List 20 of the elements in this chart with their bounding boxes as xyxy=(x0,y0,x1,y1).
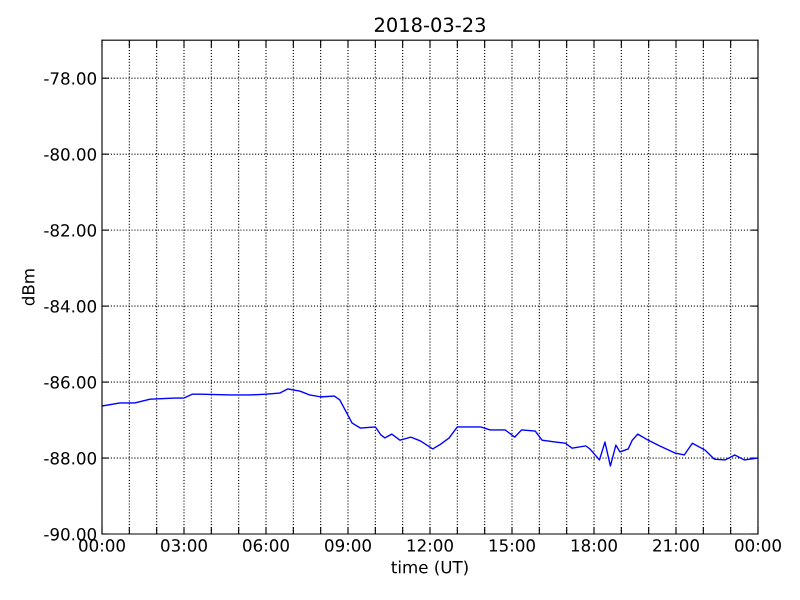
x-tick-label: 18:00 xyxy=(572,539,617,552)
y-tick-label: -82.00 xyxy=(44,224,96,237)
x-tick-label: 00:00 xyxy=(79,539,125,552)
x-tick-label: 06:00 xyxy=(243,539,289,552)
y-tick-label: -84.00 xyxy=(44,300,96,313)
y-tick-label: -90.00 xyxy=(44,528,96,541)
y-axis-title: dBm xyxy=(22,269,35,306)
x-tick-label: 21:00 xyxy=(653,539,699,552)
y-tick-label: -86.00 xyxy=(44,376,96,389)
y-tick-label: -78.00 xyxy=(44,72,96,85)
x-tick-label: 09:00 xyxy=(325,539,371,552)
line-series xyxy=(102,388,758,467)
y-tick-label: -88.00 xyxy=(44,452,96,465)
y-tick-label: -80.00 xyxy=(44,148,96,161)
x-axis-title: time (UT) xyxy=(391,560,468,576)
x-tick-label: 00:00 xyxy=(735,539,781,552)
chart-title: 2018-03-23 xyxy=(374,17,485,32)
x-tick-label: 12:00 xyxy=(408,539,453,552)
x-tick-label: 03:00 xyxy=(161,539,207,552)
x-tick-label: 15:00 xyxy=(490,539,535,552)
